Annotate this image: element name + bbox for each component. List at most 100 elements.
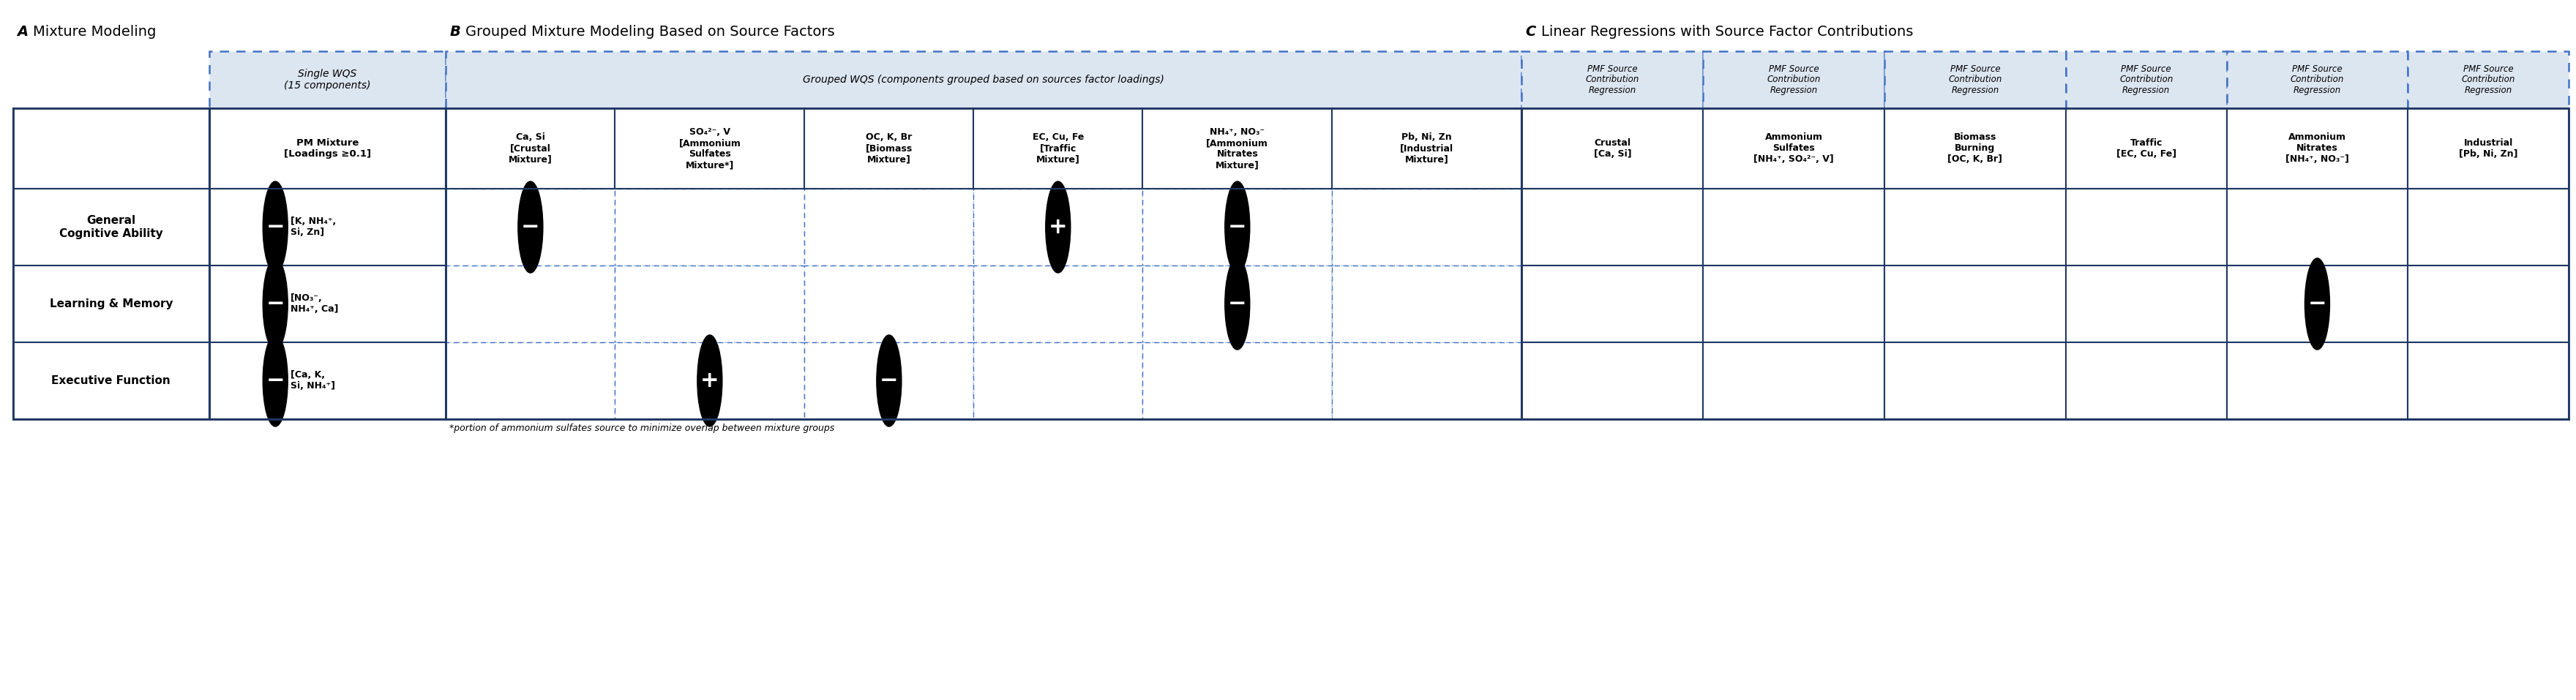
- Bar: [209, 265, 446, 342]
- Ellipse shape: [263, 258, 289, 350]
- Bar: [13, 108, 209, 189]
- Bar: [2226, 265, 2409, 342]
- Text: PM Mixture
[Loadings ≥0.1]: PM Mixture [Loadings ≥0.1]: [283, 138, 371, 159]
- Bar: [2066, 108, 2226, 189]
- Bar: [2409, 265, 2568, 342]
- Text: PMF Source
Contribution
Regression: PMF Source Contribution Regression: [2290, 64, 2344, 95]
- Text: Pb, Ni, Zn
[Industrial
Mixture]: Pb, Ni, Zn [Industrial Mixture]: [1401, 133, 1453, 164]
- Bar: [1144, 265, 1332, 342]
- Text: PMF Source
Contribution
Regression: PMF Source Contribution Regression: [2120, 64, 2174, 95]
- Text: Grouped Mixture Modeling Based on Source Factors: Grouped Mixture Modeling Based on Source…: [466, 25, 835, 39]
- Text: −: −: [265, 370, 286, 391]
- Bar: [13, 342, 209, 419]
- Bar: [1332, 342, 1522, 419]
- Bar: [446, 51, 1522, 108]
- Text: −: −: [1229, 293, 1247, 314]
- Text: Linear Regressions with Source Factor Contributions: Linear Regressions with Source Factor Co…: [1540, 25, 1914, 39]
- Text: [K, NH₄⁺,
Si, Zn]: [K, NH₄⁺, Si, Zn]: [291, 217, 335, 237]
- Bar: [1144, 342, 1332, 419]
- Text: Ammonium
Nitrates
[NH₄⁺, NO₃⁻]: Ammonium Nitrates [NH₄⁺, NO₃⁻]: [2285, 133, 2349, 164]
- Text: PMF Source
Contribution
Regression: PMF Source Contribution Regression: [1947, 64, 2002, 95]
- Bar: [1522, 108, 2568, 419]
- Bar: [1703, 51, 1886, 108]
- Text: PMF Source
Contribution
Regression: PMF Source Contribution Regression: [1767, 64, 1821, 95]
- Ellipse shape: [1046, 181, 1072, 273]
- Bar: [804, 342, 974, 419]
- Text: B: B: [451, 25, 461, 39]
- Bar: [2226, 342, 2409, 419]
- Bar: [2226, 108, 2409, 189]
- Bar: [974, 108, 1144, 189]
- Bar: [446, 189, 616, 265]
- Bar: [1703, 265, 1886, 342]
- Text: −: −: [265, 293, 286, 314]
- Text: *portion of ammonium sulfates source to minimize overlap between mixture groups: *portion of ammonium sulfates source to …: [451, 424, 835, 433]
- Bar: [209, 189, 446, 265]
- Bar: [2409, 51, 2568, 108]
- Bar: [974, 189, 1144, 265]
- Bar: [2066, 342, 2226, 419]
- Text: [NO₃⁻,
NH₄⁺, Ca]: [NO₃⁻, NH₄⁺, Ca]: [291, 294, 337, 314]
- Bar: [1522, 265, 1703, 342]
- Text: −: −: [265, 216, 286, 238]
- Ellipse shape: [876, 335, 902, 426]
- Bar: [1522, 108, 1703, 189]
- Text: EC, Cu, Fe
[Traffic
Mixture]: EC, Cu, Fe [Traffic Mixture]: [1033, 133, 1084, 164]
- Ellipse shape: [518, 181, 544, 273]
- Bar: [1886, 265, 2066, 342]
- Bar: [1522, 189, 1703, 265]
- Bar: [616, 342, 804, 419]
- Bar: [13, 189, 209, 265]
- Bar: [446, 108, 616, 189]
- Text: Ammonium
Sulfates
[NH₄⁺, SO₄²⁻, V]: Ammonium Sulfates [NH₄⁺, SO₄²⁻, V]: [1754, 133, 1834, 164]
- Text: PMF Source
Contribution
Regression: PMF Source Contribution Regression: [1587, 64, 1638, 95]
- Text: General
Cognitive Ability: General Cognitive Ability: [59, 216, 162, 239]
- Text: SO₄²⁻, V
[Ammonium
Sulfates
Mixture*]: SO₄²⁻, V [Ammonium Sulfates Mixture*]: [677, 127, 742, 169]
- Text: A: A: [18, 25, 28, 39]
- Bar: [616, 265, 804, 342]
- Ellipse shape: [263, 181, 289, 273]
- Text: +: +: [1048, 216, 1066, 238]
- Text: C: C: [1525, 25, 1535, 39]
- Bar: [1886, 342, 2066, 419]
- Bar: [13, 265, 209, 342]
- Bar: [616, 108, 804, 189]
- Bar: [616, 189, 804, 265]
- Bar: [1332, 189, 1522, 265]
- Bar: [446, 108, 1522, 419]
- Bar: [446, 265, 616, 342]
- Text: Mixture Modeling: Mixture Modeling: [33, 25, 157, 39]
- Bar: [1522, 51, 1703, 108]
- Bar: [1522, 342, 1703, 419]
- Bar: [1886, 51, 2066, 108]
- Text: Ca, Si
[Crustal
Mixture]: Ca, Si [Crustal Mixture]: [507, 133, 551, 164]
- Bar: [804, 189, 974, 265]
- Text: OC, K, Br
[Biomass
Mixture]: OC, K, Br [Biomass Mixture]: [866, 133, 912, 164]
- Bar: [2409, 342, 2568, 419]
- Bar: [446, 342, 616, 419]
- Bar: [1703, 342, 1886, 419]
- Bar: [2226, 51, 2409, 108]
- Ellipse shape: [698, 335, 721, 426]
- Text: −: −: [881, 370, 899, 391]
- Bar: [13, 108, 209, 419]
- Text: Biomass
Burning
[OC, K, Br]: Biomass Burning [OC, K, Br]: [1947, 133, 2002, 164]
- Bar: [1886, 108, 2066, 189]
- Bar: [2066, 51, 2226, 108]
- Text: Single WQS
(15 components): Single WQS (15 components): [283, 69, 371, 91]
- Bar: [2226, 189, 2409, 265]
- Bar: [1332, 265, 1522, 342]
- Bar: [209, 108, 446, 189]
- Text: NH₄⁺, NO₃⁻
[Ammonium
Nitrates
Mixture]: NH₄⁺, NO₃⁻ [Ammonium Nitrates Mixture]: [1206, 127, 1267, 169]
- Bar: [2066, 189, 2226, 265]
- Bar: [2409, 189, 2568, 265]
- Ellipse shape: [263, 335, 289, 426]
- Bar: [974, 265, 1144, 342]
- Text: Learning & Memory: Learning & Memory: [49, 298, 173, 309]
- Bar: [209, 108, 446, 419]
- Bar: [2409, 108, 2568, 189]
- Text: PMF Source
Contribution
Regression: PMF Source Contribution Regression: [2463, 64, 2514, 95]
- Bar: [1886, 189, 2066, 265]
- Ellipse shape: [1226, 181, 1249, 273]
- Text: Crustal
[Ca, Si]: Crustal [Ca, Si]: [1595, 138, 1631, 159]
